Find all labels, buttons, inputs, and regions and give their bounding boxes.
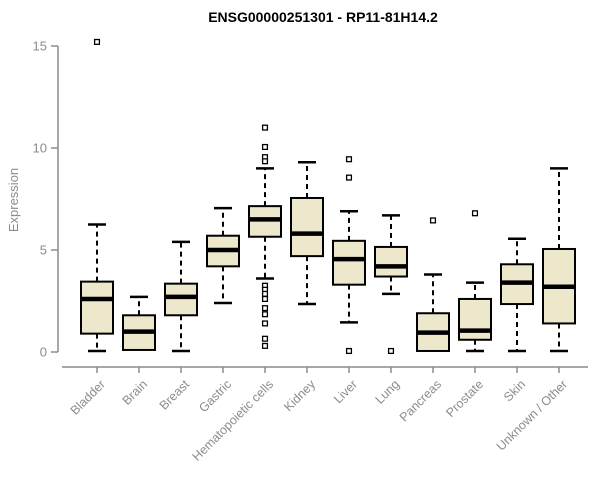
- outlier-point-liver-0: [345, 156, 353, 163]
- outlier-point-hematopoietic-cells-9: [261, 311, 269, 318]
- x-tick-label-hematopoietic-cells: Hematopoietic cells: [190, 377, 277, 464]
- x-tick-label-kidney: Kidney: [281, 377, 318, 414]
- outlier-point-hematopoietic-cells-1: [261, 143, 269, 151]
- boxplot-group-skin: Skin: [500, 237, 534, 404]
- outlier-point-liver-2: [345, 347, 353, 355]
- x-tick-label-skin: Skin: [501, 377, 528, 404]
- iqr-box-breast: [164, 282, 198, 317]
- outlier-point-hematopoietic-cells-12: [261, 342, 269, 349]
- outlier-point-hematopoietic-cells-7: [261, 295, 269, 303]
- outlier-point-hematopoietic-cells-11: [261, 335, 269, 342]
- y-tick-label-5: 5: [40, 243, 47, 258]
- x-tick-label-pancreas: Pancreas: [397, 377, 444, 424]
- chart-title: ENSG00000251301 - RP11-81H14.2: [208, 9, 438, 25]
- outlier-point-pancreas-0: [429, 217, 437, 224]
- boxplot-group-brain: Brain: [120, 295, 156, 408]
- x-tick-label-prostate: Prostate: [443, 377, 486, 420]
- outlier-point-hematopoietic-cells-8: [261, 305, 269, 312]
- x-tick-label-brain: Brain: [120, 377, 151, 408]
- boxplot-group-bladder: Bladder: [68, 38, 114, 418]
- y-tick-label-10: 10: [33, 141, 47, 156]
- iqr-box-bladder: [80, 280, 114, 335]
- boxplot-group-gastric: Gastric: [196, 206, 240, 415]
- x-tick-label-gastric: Gastric: [196, 377, 234, 415]
- x-tick-label-bladder: Bladder: [68, 377, 108, 417]
- boxplot-group-liver: Liver: [331, 156, 366, 406]
- outlier-point-hematopoietic-cells-10: [261, 320, 269, 327]
- boxplot-group-prostate: Prostate: [443, 210, 492, 420]
- outlier-point-hematopoietic-cells-3: [261, 158, 269, 165]
- boxplot-group-lung: Lung: [373, 214, 408, 407]
- iqr-box-prostate: [458, 297, 492, 341]
- x-tick-label-breast: Breast: [157, 377, 193, 413]
- y-tick-label-15: 15: [33, 39, 47, 54]
- boxplot-group-kidney: Kidney: [281, 161, 324, 414]
- outlier-point-bladder-0: [93, 38, 101, 45]
- x-tick-label-liver: Liver: [331, 377, 360, 406]
- boxplot-group-breast: Breast: [157, 240, 198, 413]
- outlier-point-hematopoietic-cells-6: [261, 290, 269, 297]
- outlier-point-prostate-0: [471, 210, 479, 217]
- iqr-box-liver: [332, 239, 366, 286]
- y-tick-label-0: 0: [40, 345, 47, 360]
- boxplot-group-unknown-other: Unknown / Other: [494, 167, 576, 453]
- x-tick-label-unknown-other: Unknown / Other: [494, 377, 570, 453]
- iqr-box-lung: [374, 245, 408, 278]
- iqr-box-kidney: [290, 196, 324, 258]
- outlier-point-lung-0: [387, 347, 395, 355]
- outlier-point-hematopoietic-cells-0: [261, 124, 269, 131]
- x-tick-label-lung: Lung: [373, 377, 403, 407]
- outlier-point-liver-1: [345, 174, 353, 181]
